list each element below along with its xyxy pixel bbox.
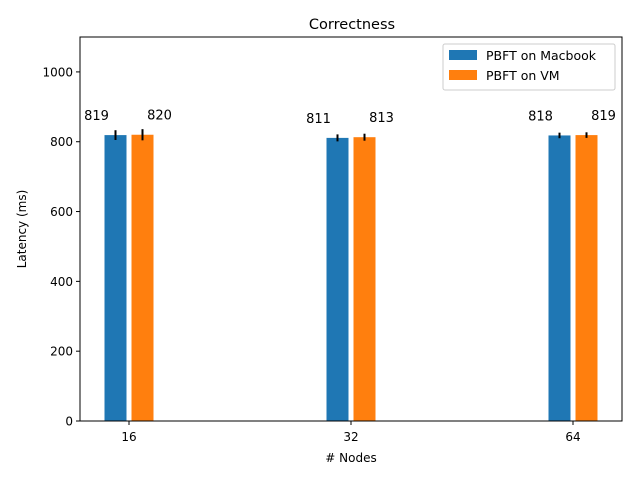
- data-label-series1-16: 819: [84, 109, 109, 124]
- data-label-series2-16: 820: [147, 109, 172, 124]
- x-tick-label-16: 16: [121, 430, 136, 444]
- legend-swatch-series1: [449, 50, 477, 60]
- legend-box: [442, 43, 616, 91]
- bar-series2-64: [575, 135, 598, 421]
- axes: 0 200 400 600 800 1000 16 32 64: [42, 36, 623, 444]
- x-tick-label-32: 32: [343, 430, 358, 444]
- data-label-series2-64: 819: [591, 109, 616, 124]
- bar-series1-64: [548, 135, 571, 421]
- y-tick-label-0: 0: [65, 415, 73, 429]
- data-label-series2-32: 813: [369, 111, 394, 126]
- y-tick-label-600: 600: [50, 205, 73, 219]
- legend-label-series1: PBFT on Macbook: [486, 48, 597, 63]
- bar-series2-16: [131, 134, 154, 421]
- y-axis-label: Latency (ms): [15, 190, 29, 269]
- legend-label-series2: PBFT on VM: [486, 68, 560, 83]
- bar-series1-32: [326, 137, 349, 421]
- bar-series1-16: [104, 135, 127, 421]
- bar-series2-32: [353, 137, 376, 421]
- data-label-series1-64: 818: [528, 109, 553, 124]
- data-label-series1-32: 811: [306, 112, 331, 127]
- chart-title: Correctness: [309, 17, 395, 33]
- y-tick-label-800: 800: [50, 135, 73, 149]
- y-tick-label-1000: 1000: [42, 65, 73, 79]
- legend: PBFT on Macbook PBFT on VM: [442, 43, 616, 91]
- legend-swatch-series2: [449, 70, 477, 80]
- y-tick-label-400: 400: [50, 275, 73, 289]
- plot-area: 819 820 811 813 818 819: [84, 109, 616, 421]
- x-tick-label-64: 64: [565, 430, 580, 444]
- x-axis-label: # Nodes: [325, 451, 376, 465]
- y-tick-label-200: 200: [50, 345, 73, 359]
- axes-frame: [79, 36, 623, 422]
